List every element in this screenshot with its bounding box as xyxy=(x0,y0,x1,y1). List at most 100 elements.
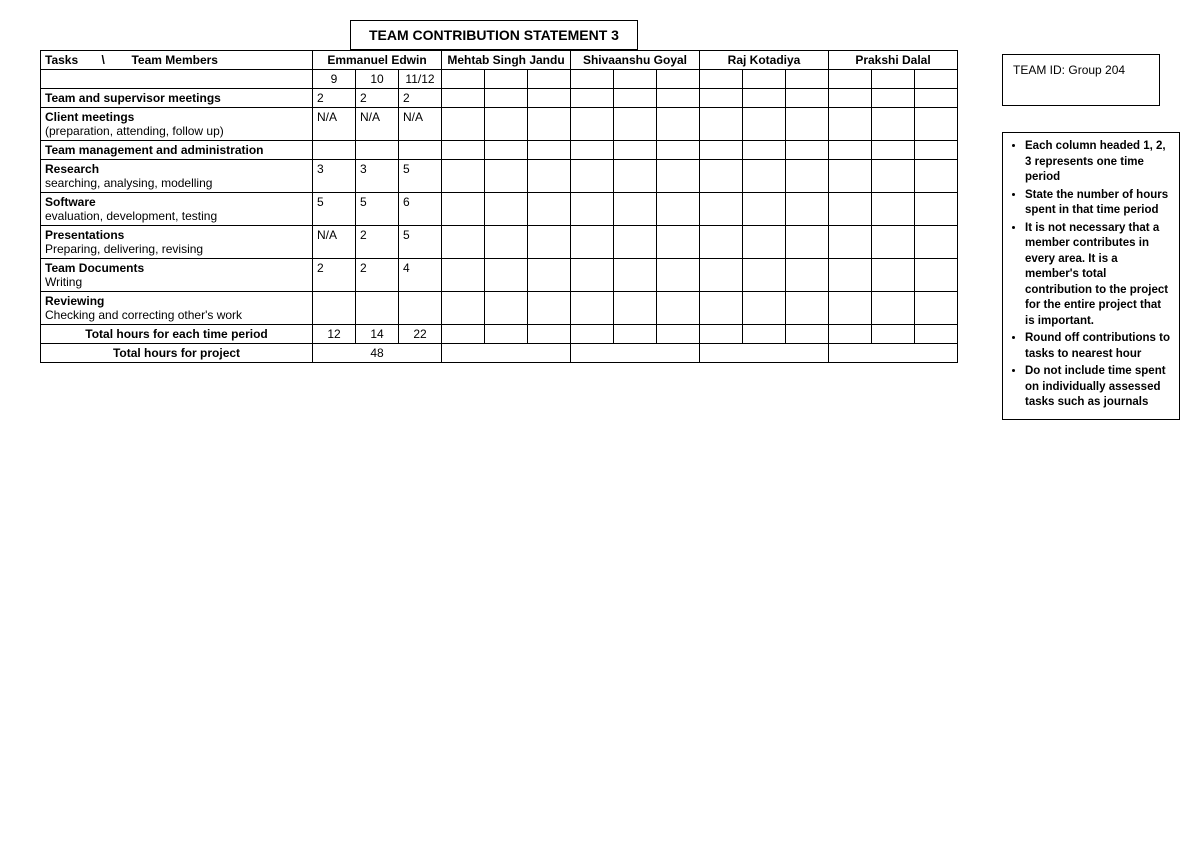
hours-cell: 2 xyxy=(356,89,399,108)
hours-cell xyxy=(571,160,614,193)
task-title: ReviewingChecking and correcting other's… xyxy=(41,292,313,325)
hours-cell: 5 xyxy=(399,160,442,193)
hours-cell xyxy=(829,292,872,325)
hours-cell xyxy=(657,259,700,292)
team-id-label: TEAM ID: xyxy=(1013,63,1065,77)
hours-cell xyxy=(571,193,614,226)
hours-cell xyxy=(915,160,958,193)
hours-cell xyxy=(571,292,614,325)
hours-cell xyxy=(528,89,571,108)
hours-cell xyxy=(700,89,743,108)
hours-cell xyxy=(700,259,743,292)
hours-cell xyxy=(313,292,356,325)
total-cell xyxy=(829,325,872,344)
hours-cell xyxy=(528,292,571,325)
total-cell xyxy=(571,325,614,344)
hours-cell xyxy=(528,141,571,160)
hours-cell xyxy=(700,292,743,325)
hours-cell: 5 xyxy=(399,226,442,259)
hours-cell xyxy=(657,193,700,226)
hours-cell xyxy=(872,226,915,259)
member-header: Shivaanshu Goyal xyxy=(571,51,700,70)
hours-cell: N/A xyxy=(313,226,356,259)
period-cell xyxy=(485,70,528,89)
task-title: Researchsearching, analysing, modelling xyxy=(41,160,313,193)
hours-cell xyxy=(442,160,485,193)
hours-cell: 5 xyxy=(313,193,356,226)
hours-cell xyxy=(915,141,958,160)
hours-cell xyxy=(657,226,700,259)
instruction-item: Do not include time spent on individuall… xyxy=(1025,364,1173,411)
task-title: PresentationsPreparing, delivering, revi… xyxy=(41,226,313,259)
hours-cell xyxy=(614,89,657,108)
total-period-val: 12 xyxy=(313,325,356,344)
hours-cell xyxy=(657,141,700,160)
hours-cell: 2 xyxy=(399,89,442,108)
total-cell xyxy=(485,325,528,344)
task-title: Team DocumentsWriting xyxy=(41,259,313,292)
hours-cell xyxy=(743,259,786,292)
hours-cell xyxy=(614,141,657,160)
hours-cell xyxy=(786,292,829,325)
hours-cell xyxy=(528,193,571,226)
total-period-label: Total hours for each time period xyxy=(41,325,313,344)
member-header: Raj Kotadiya xyxy=(700,51,829,70)
instruction-item: Round off contributions to tasks to near… xyxy=(1025,331,1173,362)
hours-cell xyxy=(614,108,657,141)
hours-cell xyxy=(614,226,657,259)
hours-cell xyxy=(872,292,915,325)
instructions-box: Each column headed 1, 2, 3 represents on… xyxy=(1002,132,1180,420)
hours-cell xyxy=(743,89,786,108)
total-cell xyxy=(700,325,743,344)
hours-cell xyxy=(442,226,485,259)
hours-cell xyxy=(743,141,786,160)
hours-cell xyxy=(356,141,399,160)
team-id-box: TEAM ID: Group 204 xyxy=(1002,54,1160,106)
total-cell xyxy=(915,325,958,344)
task-title: Softwareevaluation, development, testing xyxy=(41,193,313,226)
total-cell xyxy=(657,325,700,344)
hours-cell xyxy=(700,108,743,141)
hours-cell xyxy=(743,108,786,141)
total-project-val xyxy=(442,344,571,363)
hours-cell xyxy=(485,141,528,160)
tasks-header: Tasks \ Team Members xyxy=(41,51,313,70)
hours-cell xyxy=(528,226,571,259)
hours-cell xyxy=(614,292,657,325)
hours-cell xyxy=(872,89,915,108)
total-project-val xyxy=(700,344,829,363)
hours-cell xyxy=(829,141,872,160)
period-cell xyxy=(829,70,872,89)
period-cell xyxy=(571,70,614,89)
total-project-val xyxy=(829,344,958,363)
member-header: Prakshi Dalal xyxy=(829,51,958,70)
total-cell xyxy=(614,325,657,344)
period-cell xyxy=(442,70,485,89)
hours-cell xyxy=(743,292,786,325)
hours-cell xyxy=(614,259,657,292)
total-period-val: 22 xyxy=(399,325,442,344)
hours-cell xyxy=(571,259,614,292)
hours-cell xyxy=(442,292,485,325)
hours-cell xyxy=(915,193,958,226)
hours-cell xyxy=(829,108,872,141)
hours-cell xyxy=(442,89,485,108)
total-project-val xyxy=(571,344,700,363)
hours-cell xyxy=(915,259,958,292)
member-header: Mehtab Singh Jandu xyxy=(442,51,571,70)
hours-cell: 6 xyxy=(399,193,442,226)
hours-cell xyxy=(786,259,829,292)
hours-cell xyxy=(915,89,958,108)
hours-cell xyxy=(786,226,829,259)
period-cell xyxy=(872,70,915,89)
hours-cell xyxy=(829,226,872,259)
hours-cell: N/A xyxy=(313,108,356,141)
hours-cell xyxy=(528,259,571,292)
hours-cell xyxy=(657,160,700,193)
instruction-item: State the number of hours spent in that … xyxy=(1025,188,1173,219)
hours-cell xyxy=(743,160,786,193)
instruction-item: Each column headed 1, 2, 3 represents on… xyxy=(1025,139,1173,186)
task-title: Client meetings(preparation, attending, … xyxy=(41,108,313,141)
hours-cell xyxy=(313,141,356,160)
hours-cell xyxy=(743,193,786,226)
